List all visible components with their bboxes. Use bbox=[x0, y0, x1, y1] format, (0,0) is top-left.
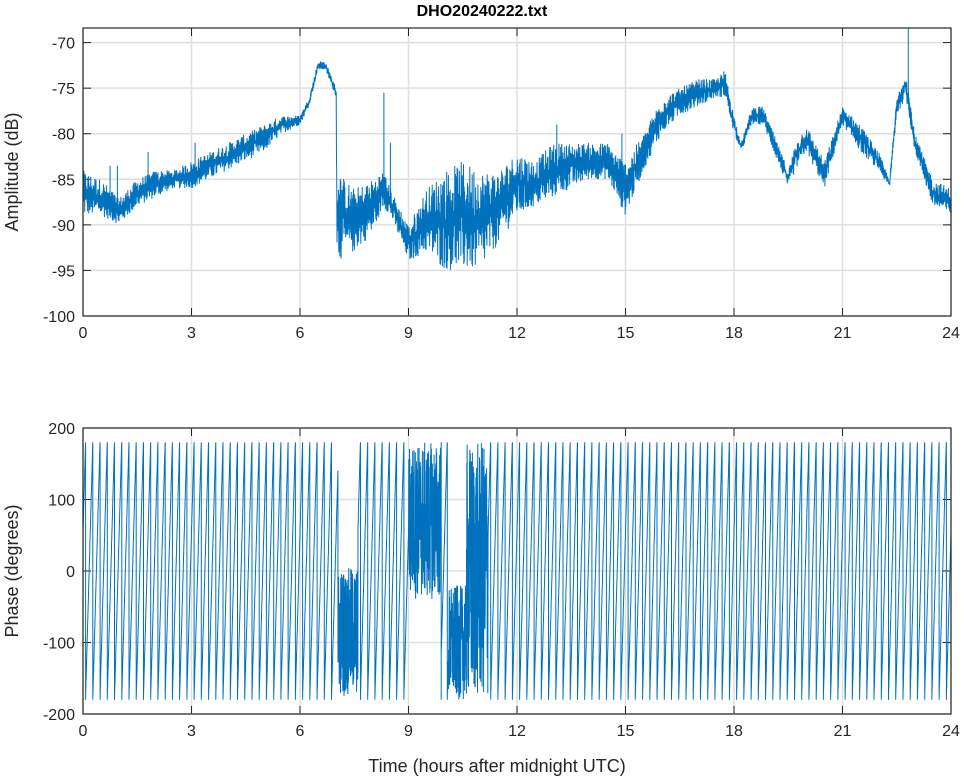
y-tick-label: -90 bbox=[52, 218, 75, 235]
x-tick-label: 12 bbox=[508, 325, 526, 342]
y-tick-label: -100 bbox=[43, 636, 75, 653]
x-tick-label: 3 bbox=[187, 325, 196, 342]
phase-axes: 0 3 6 9 12 15 18 21 24 -200 -100 0 100 200 bbox=[43, 421, 960, 740]
x-tick-label: 21 bbox=[834, 723, 852, 740]
x-tick-label: 12 bbox=[508, 723, 526, 740]
amplitude-axes: 0 3 6 9 12 15 18 21 24 -100 -95 -90 -85 -80 -75 -70 bbox=[43, 27, 960, 342]
amplitude-y-label: Amplitude (dB) bbox=[2, 112, 22, 231]
phase-series-line bbox=[82, 442, 952, 700]
y-tick-label: -75 bbox=[52, 81, 75, 98]
chart-title: DHO20240222.txt bbox=[417, 3, 548, 20]
x-tick-label: 21 bbox=[834, 325, 852, 342]
amplitude-series-line bbox=[83, 28, 951, 270]
x-tick-label: 9 bbox=[404, 723, 413, 740]
x-tick-label: 3 bbox=[187, 723, 196, 740]
x-tick-label: 6 bbox=[296, 325, 305, 342]
y-tick-label: -100 bbox=[43, 309, 75, 326]
axes-box bbox=[82, 427, 952, 715]
x-tick-label: 15 bbox=[617, 723, 635, 740]
y-tick-label: -80 bbox=[52, 127, 75, 144]
x-tick-label: 0 bbox=[79, 723, 88, 740]
x-tick-label: 6 bbox=[296, 723, 305, 740]
x-tick-label: 0 bbox=[79, 325, 88, 342]
y-tick-label: -85 bbox=[52, 172, 75, 189]
x-tick-label: 24 bbox=[942, 325, 960, 342]
phase-y-label: Phase (degrees) bbox=[2, 504, 22, 637]
x-tick-label: 9 bbox=[404, 325, 413, 342]
y-tick-label: 200 bbox=[48, 421, 75, 438]
x-axis-label: Time (hours after midnight UTC) bbox=[368, 756, 625, 776]
x-tick-label: 15 bbox=[617, 325, 635, 342]
y-tick-label: -200 bbox=[43, 707, 75, 724]
x-tick-label: 24 bbox=[942, 723, 960, 740]
x-tick-label: 18 bbox=[725, 723, 743, 740]
y-tick-label: 0 bbox=[66, 564, 75, 581]
y-tick-label: 100 bbox=[48, 493, 75, 510]
y-tick-label: -95 bbox=[52, 263, 75, 280]
y-tick-label: -70 bbox=[52, 36, 75, 53]
axes-box bbox=[82, 27, 952, 317]
x-tick-label: 18 bbox=[725, 325, 743, 342]
